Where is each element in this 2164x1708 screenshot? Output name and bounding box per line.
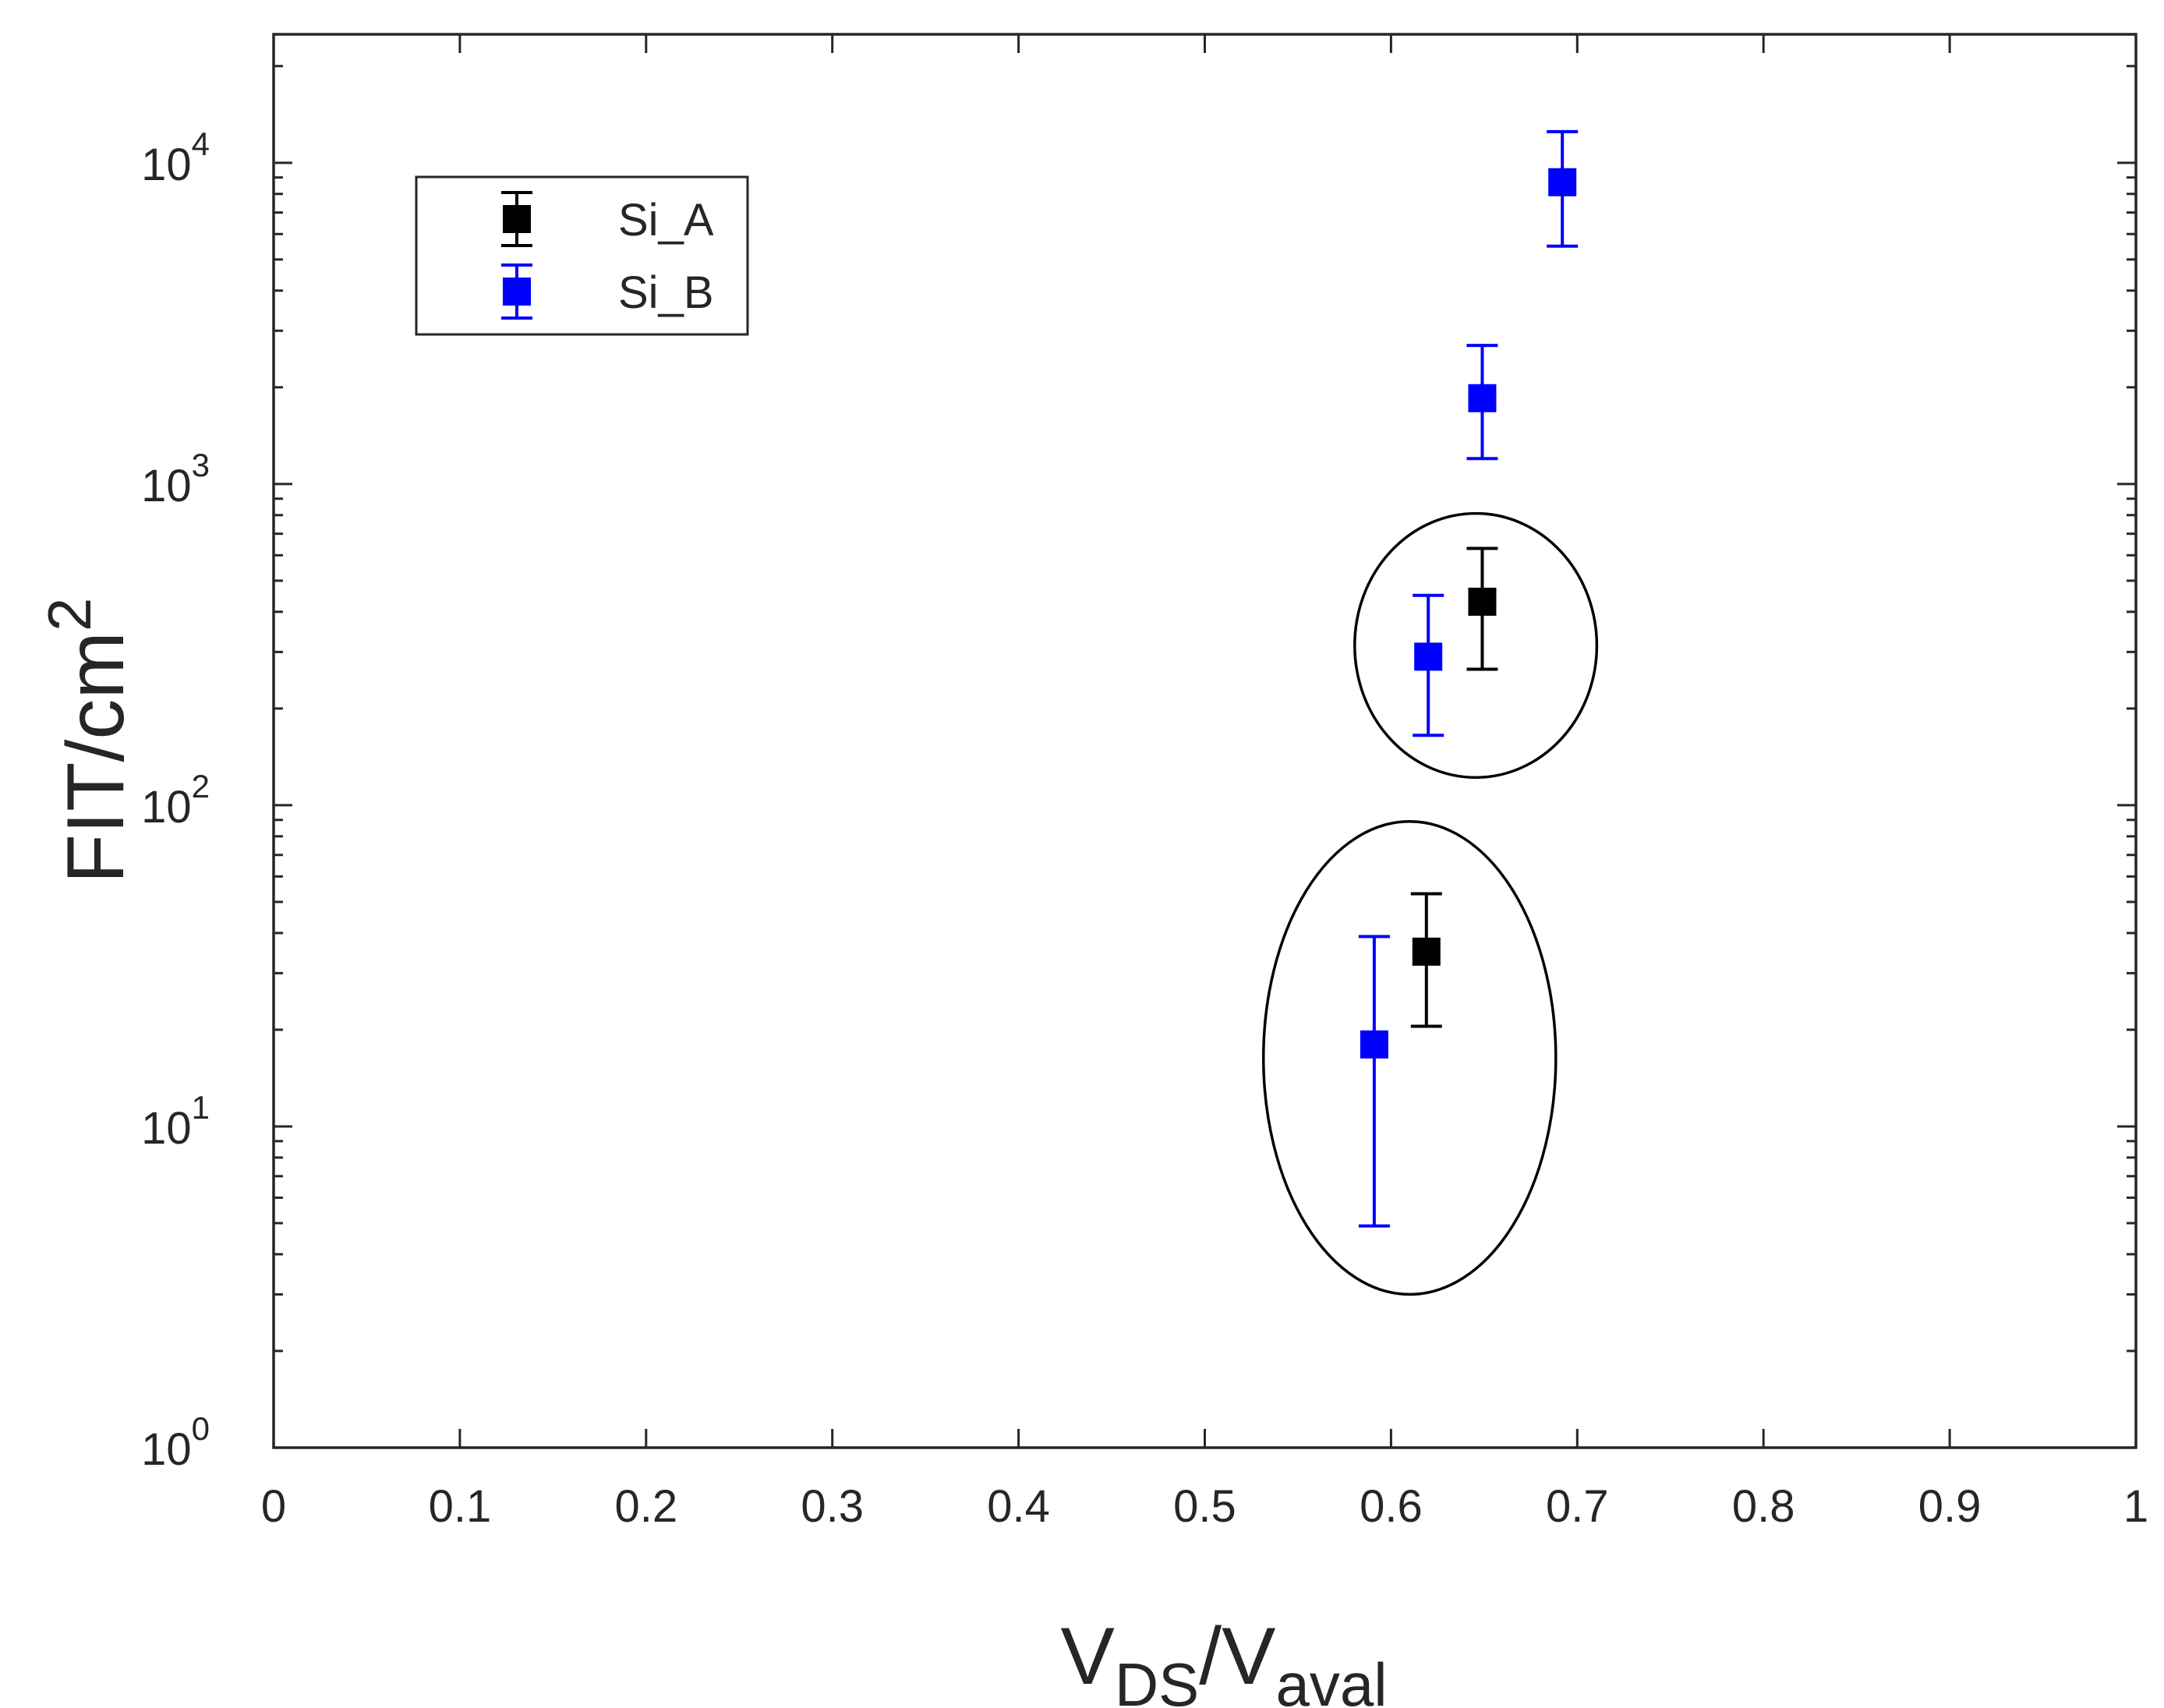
- x-axis-title-sep: /V: [1199, 1611, 1275, 1702]
- x-tick-label-6: 0.6: [1360, 1481, 1423, 1532]
- legend-label-si-a: Si_A: [618, 195, 714, 246]
- legend-entry-si-b: Si_B: [501, 263, 714, 320]
- data-point-si-b-2: [1468, 384, 1497, 412]
- x-tick-label-1: 0.1: [429, 1481, 492, 1532]
- x-tick-label-3: 0.3: [801, 1481, 864, 1532]
- legend: Si_A Si_B: [415, 175, 749, 336]
- annotation-ellipse-0: [1353, 511, 1599, 780]
- data-marks: [1358, 129, 1579, 1228]
- legend-entry-si-a: Si_A: [501, 191, 714, 247]
- y-tick-label-0: 100: [141, 1410, 210, 1475]
- y-tick-label-2: 102: [141, 768, 210, 833]
- annotations: [1262, 511, 1599, 1296]
- legend-marker-si-b: [501, 263, 532, 320]
- y-tick-label-4: 104: [141, 126, 210, 190]
- x-tick-label-8: 0.8: [1732, 1481, 1795, 1532]
- data-point-si-a-0: [1412, 937, 1441, 966]
- y-axis-title-main: FIT/cm: [51, 631, 141, 883]
- y-axis-title-sup: 2: [35, 598, 104, 631]
- x-axis-title-main: V: [1060, 1611, 1114, 1702]
- x-tick-label-10: 1: [2123, 1481, 2148, 1532]
- x-tick-label-0: 0: [261, 1481, 286, 1532]
- data-point-si-b-1: [1414, 642, 1443, 671]
- series-si-a: [1410, 546, 1498, 1028]
- x-axis-title-sub-aval: aval: [1275, 1650, 1387, 1708]
- x-axis-title-sub-ds: DS: [1115, 1650, 1199, 1708]
- x-tick-label-7: 0.7: [1546, 1481, 1609, 1532]
- y-tick-label-3: 103: [141, 447, 210, 511]
- x-tick-label-9: 0.9: [1918, 1481, 1982, 1532]
- x-tick-label-4: 0.4: [987, 1481, 1050, 1532]
- legend-label-si-b: Si_B: [618, 267, 714, 318]
- x-tick-label-5: 0.5: [1173, 1481, 1236, 1532]
- y-axis-tick-labels: 100 101 102 103 104: [141, 126, 210, 1475]
- axis-ticks: [272, 34, 2137, 1449]
- data-point-si-b-3: [1548, 168, 1577, 196]
- annotation-ellipse-1: [1262, 820, 1558, 1296]
- legend-marker-si-a: [501, 191, 532, 247]
- y-axis-title: FIT/cm2: [35, 598, 141, 884]
- data-point-si-a-1: [1468, 587, 1497, 616]
- x-axis-tick-labels: 0 0.1 0.2 0.3 0.4 0.5 0.6 0.7 0.8 0.9 1: [261, 1481, 2148, 1532]
- series-si-b: [1358, 129, 1579, 1228]
- legend-box: [415, 175, 749, 336]
- data-point-si-b-0: [1360, 1030, 1388, 1059]
- y-tick-label-1: 101: [141, 1089, 210, 1154]
- x-axis-title: VDS/Vaval: [1060, 1611, 1387, 1708]
- x-tick-label-2: 0.2: [614, 1481, 677, 1532]
